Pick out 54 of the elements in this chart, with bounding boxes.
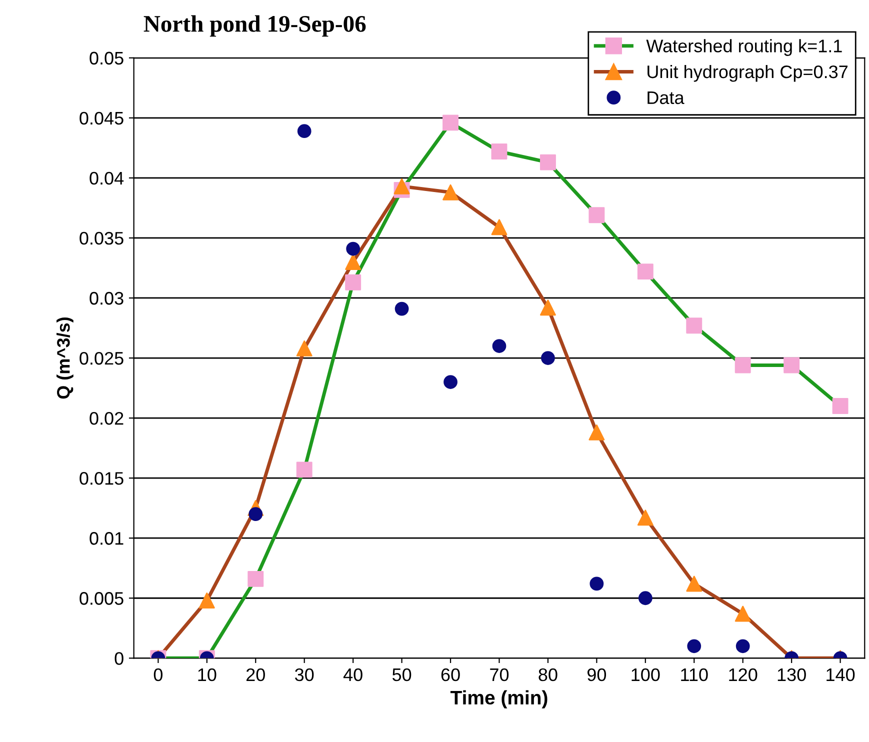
x-tick-label: 60	[441, 668, 460, 682]
point	[394, 178, 410, 194]
y-tick-label: 0.01	[90, 532, 124, 545]
x-tick-label: 40	[343, 668, 362, 682]
x-tick-label: 20	[246, 668, 265, 682]
point	[491, 219, 508, 236]
y-axis-title: Q (m^3/s)	[56, 318, 74, 399]
point	[540, 300, 556, 316]
point	[734, 606, 751, 622]
x-tick-label: 0	[154, 668, 162, 682]
point	[541, 351, 555, 365]
y-tick-label: 0.02	[90, 412, 124, 425]
x-tick-label: 140	[826, 668, 855, 682]
x-tick-label: 30	[295, 668, 314, 682]
point	[346, 242, 360, 256]
point	[637, 510, 654, 526]
point	[442, 184, 458, 200]
y-tick-label: 0.035	[80, 232, 124, 245]
legend-label: Watershed routing k=1.1	[646, 39, 842, 56]
chart-title: North pond 19-Sep-06	[144, 15, 366, 37]
point	[736, 639, 750, 654]
x-tick-label: 90	[587, 668, 606, 682]
legend-label: Data	[648, 91, 684, 104]
point	[394, 302, 409, 316]
y-tick-label: 0.025	[80, 352, 124, 365]
x-tick-label: 130	[778, 668, 806, 682]
y-tick-label: 0.03	[90, 292, 124, 305]
point	[686, 576, 702, 592]
x-tick-label: 10	[198, 668, 216, 682]
point	[687, 639, 702, 654]
x-tick-label: 120	[729, 668, 758, 682]
y-tick-label: 0.005	[80, 592, 124, 605]
y-tick-label: 0.015	[80, 472, 124, 485]
point	[345, 254, 362, 270]
x-axis-title: Time (min)	[450, 690, 548, 708]
x-tick-label: 50	[392, 668, 412, 682]
point	[248, 507, 263, 522]
point	[492, 339, 506, 353]
x-tick-label: 100	[632, 668, 660, 682]
point	[638, 591, 652, 606]
point	[588, 424, 605, 440]
point	[444, 375, 458, 389]
x-tick-label: 110	[681, 668, 708, 682]
y-tick-label: 0.04	[90, 172, 124, 185]
point	[198, 592, 215, 609]
y-tick-label: 0.045	[80, 112, 124, 125]
legend-label: Unit hydrograph Cp=0.37	[648, 64, 848, 82]
point	[296, 340, 312, 356]
y-tick-label: 0.05	[90, 52, 124, 65]
y-tick-label: 0	[114, 652, 124, 665]
point	[297, 124, 312, 138]
point	[590, 576, 604, 591]
x-tick-label: 70	[490, 668, 509, 682]
x-tick-label: 80	[538, 668, 558, 682]
